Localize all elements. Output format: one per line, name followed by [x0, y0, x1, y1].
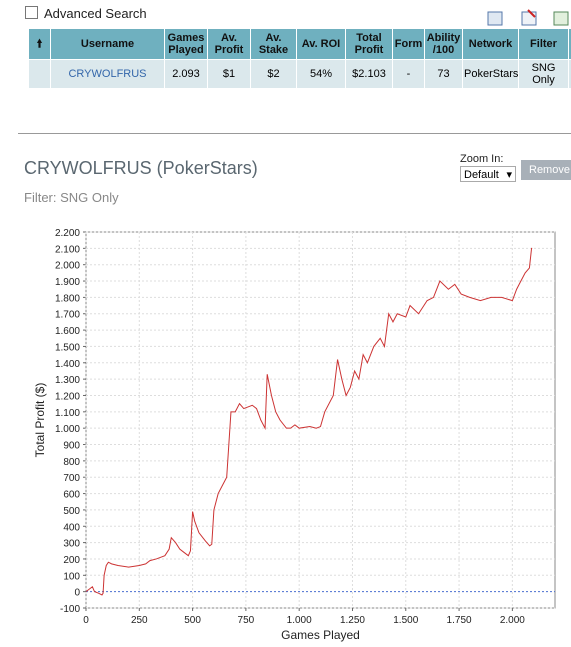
stats-table: 🠙 Username Games Played Av. Profit Av. Stake…	[28, 28, 571, 89]
x-tick-label: 1.750	[447, 615, 472, 626]
chart: Games Played Total Profit ($) -100010020…	[33, 228, 556, 642]
cell: SNG Only	[518, 59, 569, 89]
x-tick-label: 1.250	[340, 615, 365, 626]
y-tick-label: 200	[63, 555, 80, 566]
icon[interactable]	[487, 11, 503, 26]
zoom-label: Zoom In:	[460, 153, 504, 165]
y-tick-label: 2.200	[55, 228, 80, 239]
zoom-select[interactable]: Default ▾	[460, 166, 516, 182]
separator	[18, 133, 571, 134]
plot-area	[85, 231, 556, 609]
y-tick-label: 2.100	[55, 244, 80, 255]
username-link[interactable]: CRYWOLFRUS	[50, 59, 165, 89]
y-tick-label: 1.900	[55, 277, 80, 288]
cell: PokerStars	[462, 59, 519, 89]
y-tick-label: 2.000	[55, 261, 80, 272]
cell: $2.103	[345, 59, 393, 89]
column-header[interactable]: Network	[462, 28, 519, 60]
y-tick-label: 1.000	[55, 424, 80, 435]
x-tick-label: 0	[83, 615, 89, 626]
profit-line	[85, 247, 533, 596]
y-tick-label: 900	[63, 441, 80, 452]
zoom-option: Default	[464, 169, 499, 181]
y-tick-label: 600	[63, 490, 80, 501]
filter-label: Filter: SNG Only	[24, 190, 119, 205]
y-tick-label: 700	[63, 473, 80, 484]
y-tick-label: 100	[63, 571, 80, 582]
cell: $2	[250, 59, 297, 89]
y-tick-label: 1.100	[55, 408, 80, 419]
column-header[interactable]: Ability /100	[424, 28, 463, 60]
y-tick-label: 1.600	[55, 326, 80, 337]
column-header[interactable]: Total Profit	[345, 28, 393, 60]
x-axis-label: Games Played	[281, 628, 360, 642]
advanced-search-label[interactable]: Advanced Search	[44, 6, 147, 21]
toolbar-icons	[487, 9, 569, 26]
y-tick-label: 1.800	[55, 293, 80, 304]
cell: 2.093	[164, 59, 208, 89]
x-tick-label: 500	[184, 615, 201, 626]
cell: -	[392, 59, 425, 89]
y-tick-label: 800	[63, 457, 80, 468]
column-header[interactable]: Filter	[518, 28, 569, 60]
icon[interactable]	[553, 11, 569, 26]
y-tick-label: 500	[63, 506, 80, 517]
y-tick-label: 1.400	[55, 359, 80, 370]
x-tick-label: 1.000	[287, 615, 312, 626]
cell	[568, 59, 571, 89]
column-header[interactable]: Av. Profit	[207, 28, 251, 60]
sort-arrow[interactable]: 🠙	[28, 28, 51, 60]
x-tick-label: 2.000	[500, 615, 525, 626]
icon[interactable]	[521, 11, 537, 26]
y-tick-label: 400	[63, 522, 80, 533]
checkbox[interactable]	[25, 6, 38, 19]
column-header[interactable]: Games Played	[164, 28, 208, 60]
cell: 73	[424, 59, 463, 89]
x-tick-label: 1.500	[393, 615, 418, 626]
column-header[interactable]: Av. Stake	[250, 28, 297, 60]
y-tick-label: 300	[63, 539, 80, 550]
y-tick-label: 0	[74, 588, 80, 599]
x-tick-label: 750	[238, 615, 255, 626]
y-axis-label: Total Profit ($)	[33, 383, 47, 458]
player-title: CRYWOLFRUS (PokerStars)	[24, 158, 258, 178]
icon	[527, 9, 536, 18]
y-tick-label: -100	[60, 604, 80, 615]
cell: 54%	[296, 59, 346, 89]
x-tick-label: 250	[131, 615, 148, 626]
y-tick-label: 1.200	[55, 391, 80, 402]
y-tick-label: 1.500	[55, 342, 80, 353]
y-tick-label: 1.300	[55, 375, 80, 386]
column-header[interactable]: Username	[50, 28, 165, 60]
column-header[interactable]: Form	[392, 28, 425, 60]
remove-button[interactable]: Remove	[521, 160, 571, 180]
y-tick-label: 1.700	[55, 310, 80, 321]
column-header[interactable]: Av. ROI	[296, 28, 346, 60]
cell: $1	[207, 59, 251, 89]
